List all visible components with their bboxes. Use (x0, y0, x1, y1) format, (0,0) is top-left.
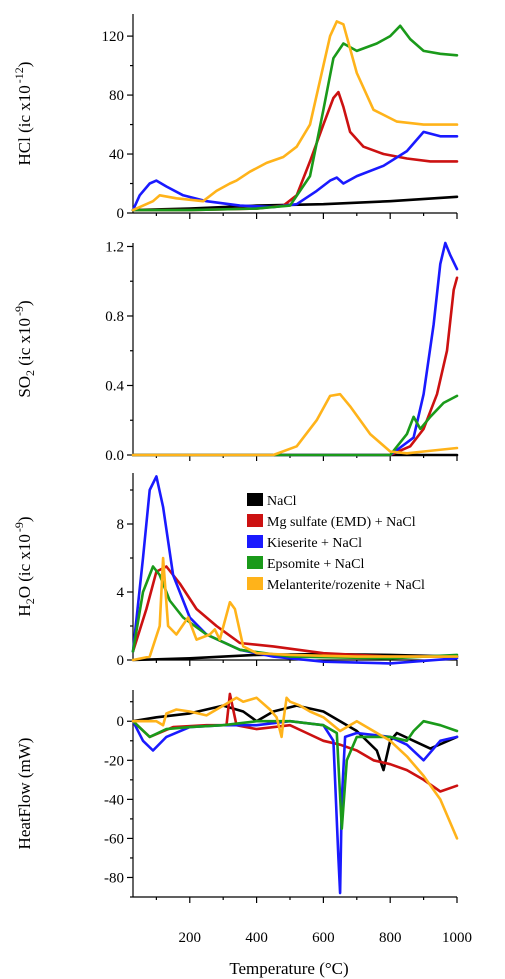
legend-label: Mg sulfate (EMD) + NaCl (267, 515, 416, 530)
y-axis-title-mid: (ic x10 (15, 318, 34, 370)
y-axis-title-exp: -9 (12, 306, 26, 316)
series-line-hcl-2 (131, 130, 459, 212)
panel-so2: 0.0 0.4 0.8 1.2 SO2 (ic x10 -9) (12, 239, 459, 464)
legend: NaCl Mg sulfate (EMD) + NaCl Kieserite + N… (247, 493, 425, 593)
series-line-heatflow-4 (131, 696, 459, 840)
y-axis-title-main: HCl (ic x10 (15, 85, 34, 165)
panel-hcl: 0 40 80 120 HCl (ic x10 -12) (12, 14, 459, 222)
x-axis-title: Temperature (°C) (229, 959, 348, 978)
legend-swatch (247, 577, 263, 590)
y-tick-label: 80 (109, 88, 124, 104)
legend-label: NaCl (267, 494, 297, 509)
y-tick-label: 1.2 (105, 239, 124, 255)
x-tick-label: 200 (179, 930, 202, 946)
y-axis-title: SO2 (ic x10 -9) (12, 300, 37, 397)
y-tick-label: 0 (117, 653, 125, 669)
series-line-h2o-2 (131, 475, 459, 665)
y-tick-label: -40 (104, 792, 124, 808)
y-tick-label: 0.8 (105, 309, 124, 325)
legend-label: Epsomite + NaCl (267, 557, 364, 572)
y-tick-label: 40 (109, 147, 124, 163)
x-tick-label: 600 (312, 930, 335, 946)
y-axis-title-main: SO (15, 376, 34, 398)
y-axis-title-close: ) (15, 62, 34, 68)
panel-h2o: 0 4 8 H2O (ic x10 -9) (12, 473, 459, 669)
y-axis-title-close: ) (15, 516, 34, 522)
series-line-heatflow-2 (131, 719, 459, 895)
panel-heatflow: -80 -60 -40 -20 0 200 400 600 800 1000 HeatFlow (m… (15, 690, 472, 946)
y-axis-title-exp: -12 (12, 67, 26, 83)
legend-swatch (247, 535, 263, 548)
y-tick-label: -60 (104, 831, 124, 847)
legend-swatch (247, 556, 263, 569)
y-axis-title: H2O (ic x10 -9) (12, 516, 37, 616)
y-tick-label: 0.4 (105, 378, 124, 394)
y-axis-title-main: H (15, 604, 34, 616)
y-axis-title-sub: 2 (23, 370, 37, 376)
y-tick-label: -20 (104, 753, 124, 769)
series-line-h2o-4 (131, 556, 459, 662)
y-axis-title-close: ) (15, 300, 34, 306)
series-line-heatflow-0 (131, 704, 459, 772)
y-axis-title-exp: -9 (12, 522, 26, 532)
y-tick-label: 4 (117, 585, 125, 601)
y-tick-label: 120 (102, 29, 125, 45)
y-axis-title: HeatFlow (mW) (15, 738, 34, 850)
y-axis-title-mid: O (ic x10 (15, 534, 34, 598)
y-tick-label: 8 (117, 517, 125, 533)
y-tick-label: 0.0 (105, 448, 124, 464)
x-tick-label: 1000 (442, 930, 472, 946)
y-tick-label: 0 (117, 714, 125, 730)
series-line-h2o-1 (131, 565, 459, 658)
series-line-hcl-4 (131, 20, 459, 212)
series-line-h2o-3 (131, 565, 459, 660)
y-axis-title: HCl (ic x10 -12) (12, 62, 34, 166)
legend-label: Kieserite + NaCl (267, 536, 362, 551)
y-axis-title-main: HeatFlow (mW) (15, 738, 34, 850)
y-axis-title-sub: 2 (23, 598, 37, 604)
series-line-so2-2 (131, 241, 459, 457)
y-tick-label: 0 (117, 206, 125, 222)
y-tick-label: -80 (104, 870, 124, 886)
series-line-hcl-3 (131, 24, 459, 212)
legend-label: Melanterite/rozenite + NaCl (267, 578, 425, 593)
series-line-so2-4 (131, 392, 459, 457)
x-tick-label: 400 (245, 930, 268, 946)
x-tick-label: 800 (379, 930, 402, 946)
series-line-heatflow-3 (131, 719, 459, 831)
legend-swatch (247, 514, 263, 527)
series-line-heatflow-1 (131, 692, 459, 793)
legend-swatch (247, 493, 263, 506)
